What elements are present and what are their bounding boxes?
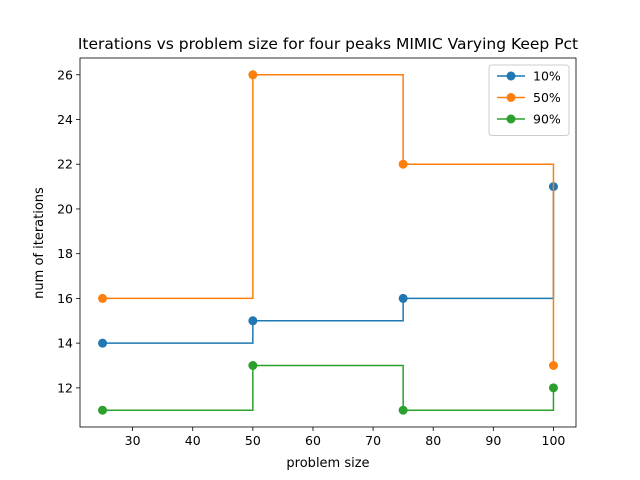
y-tick-label: 22 <box>57 157 73 172</box>
x-tick-label: 70 <box>365 433 381 448</box>
legend-marker <box>506 71 516 81</box>
y-tick-label: 14 <box>57 336 73 351</box>
data-point <box>548 383 558 393</box>
y-tick-label: 12 <box>57 380 73 395</box>
x-tick-label: 80 <box>425 433 441 448</box>
series-line-2 <box>102 364 555 411</box>
chart-title: Iterations vs problem size for four peak… <box>78 35 578 53</box>
legend: 10% 50% 90% <box>488 64 570 136</box>
y-tick-label: 16 <box>57 291 73 306</box>
x-tick-label: 100 <box>542 433 566 448</box>
plot-area: 30 40 50 60 70 80 90 100 12 14 16 18 20 22 24 26 <box>57 57 577 448</box>
series-line-0 <box>102 186 555 344</box>
data-point <box>398 405 408 415</box>
legend-marker <box>506 93 516 102</box>
y-tick-label: 24 <box>57 112 73 127</box>
x-tick-label: 40 <box>185 433 201 448</box>
y-tick-label: 26 <box>57 67 73 82</box>
y-tick-label: 18 <box>57 246 73 261</box>
x-tick-label: 60 <box>305 433 321 448</box>
x-tick-label: 90 <box>485 433 501 448</box>
data-point <box>248 316 258 326</box>
axes-frame <box>79 57 577 428</box>
data-point <box>98 338 108 348</box>
legend-marker <box>506 114 516 124</box>
legend-label: 10% <box>533 69 561 84</box>
series-line-1 <box>102 74 555 366</box>
data-point <box>98 405 108 415</box>
data-point <box>548 361 558 370</box>
legend-label: 50% <box>533 90 561 105</box>
data-point <box>248 361 258 370</box>
data-point <box>98 293 108 303</box>
x-axis-label: problem size <box>286 456 369 471</box>
data-point <box>398 159 408 169</box>
legend-label: 90% <box>533 112 561 127</box>
y-axis-label: num of iterations <box>32 187 47 299</box>
data-point <box>248 70 258 80</box>
y-tick-label: 20 <box>57 201 73 216</box>
x-tick-label: 50 <box>245 433 261 448</box>
x-tick-label: 30 <box>125 433 141 448</box>
data-point <box>398 293 408 303</box>
